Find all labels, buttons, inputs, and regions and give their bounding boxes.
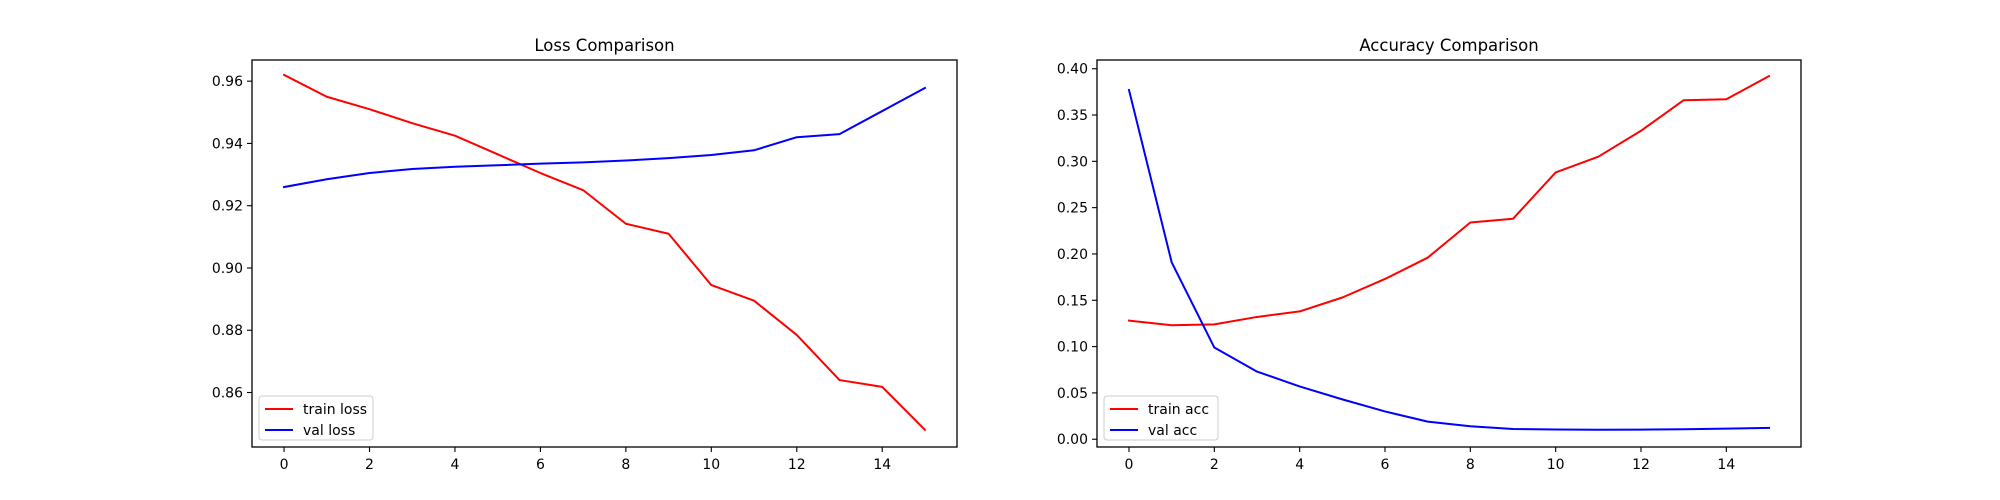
x-axis-ticks: 0 2 4 6 8 10 12 14 [1125,447,1735,473]
y-tick-label: 0.10 [1057,340,1088,356]
y-tick-label: 0.88 [212,323,243,339]
x-tick-label: 4 [1295,457,1304,473]
y-tick-label: 0.30 [1057,154,1088,170]
x-tick-label: 12 [788,457,806,473]
legend: train loss val loss [258,395,374,441]
axes-frame [251,59,958,448]
y-tick-label: 0.90 [212,261,243,277]
series-line-val-loss [282,86,927,189]
x-tick-label: 6 [1381,457,1390,473]
y-tick-label: 0.15 [1057,293,1088,309]
y-tick-label: 0.86 [212,386,243,402]
y-tick-label: 0.92 [212,199,243,215]
legend-label: val acc [1148,423,1197,439]
x-tick-label: 6 [536,457,545,473]
legend: train acc val acc [1103,395,1219,441]
y-tick-label: 0.25 [1057,201,1088,217]
legend-label: val loss [303,423,355,439]
loss-comparison-chart: Loss Comparison 0 2 4 6 8 10 12 14 0.86 0.88 0.90… [212,36,958,473]
x-tick-label: 10 [1547,457,1565,473]
axes-frame [1096,59,1802,448]
x-tick-label: 12 [1632,457,1650,473]
y-tick-label: 0.40 [1057,62,1088,78]
y-tick-label: 0.05 [1057,386,1088,402]
y-tick-label: 0.94 [212,136,243,152]
chart-title: Loss Comparison [534,36,674,55]
x-tick-label: 0 [280,457,289,473]
chart-title: Accuracy Comparison [1359,36,1538,55]
x-axis-ticks: 0 2 4 6 8 10 12 14 [280,447,891,473]
x-tick-label: 14 [873,457,891,473]
y-axis-ticks: 0.86 0.88 0.90 0.92 0.94 0.96 [212,74,252,402]
series-line-train-acc [1127,74,1771,327]
y-tick-label: 0.96 [212,74,243,90]
y-tick-label: 0.20 [1057,247,1088,263]
x-tick-label: 14 [1717,457,1735,473]
x-tick-label: 4 [450,457,459,473]
y-axis-ticks: 0.00 0.05 0.10 0.15 0.20 0.25 0.30 0.35 0.40 [1057,62,1097,448]
series-layer [282,73,927,432]
series-layer [1127,74,1771,431]
series-line-val-acc [1127,88,1771,431]
legend-label: train loss [303,402,367,418]
x-tick-label: 8 [1466,457,1475,473]
y-tick-label: 0.00 [1057,432,1088,448]
y-tick-label: 0.35 [1057,108,1088,124]
accuracy-comparison-chart: Accuracy Comparison 0 2 4 6 8 10 12 14 0.00 0.05… [1057,36,1802,473]
x-tick-label: 2 [365,457,374,473]
x-tick-label: 8 [621,457,630,473]
x-tick-label: 0 [1125,457,1134,473]
legend-label: train acc [1148,402,1209,418]
series-line-train-loss [282,73,927,432]
x-tick-label: 10 [702,457,720,473]
x-tick-label: 2 [1210,457,1219,473]
